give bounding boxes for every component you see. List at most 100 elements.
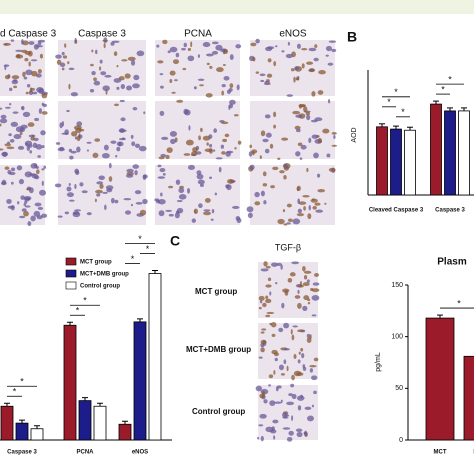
cell — [303, 206, 306, 211]
cell — [25, 91, 29, 95]
cell — [306, 279, 310, 283]
cell — [254, 201, 261, 206]
cell — [206, 62, 210, 66]
cell — [28, 173, 37, 176]
cell — [113, 51, 118, 57]
cell — [317, 90, 324, 95]
cell — [277, 218, 285, 225]
cell — [93, 80, 101, 86]
cell — [221, 121, 229, 125]
x-tick-label: Caspase 3 — [435, 208, 465, 214]
cell — [268, 374, 274, 379]
cell — [308, 137, 312, 144]
x-tick-label: PCNA — [76, 450, 94, 456]
cell — [326, 153, 331, 158]
cell — [269, 143, 274, 149]
cell — [160, 85, 164, 89]
cell — [313, 152, 319, 159]
cell — [193, 86, 197, 90]
cell — [4, 166, 10, 170]
cell — [96, 181, 104, 185]
cell — [24, 171, 33, 178]
cell — [125, 174, 134, 178]
sig-label: * — [401, 107, 405, 117]
cell — [37, 39, 46, 43]
cell — [121, 59, 128, 62]
cell — [31, 70, 38, 77]
cell — [262, 138, 269, 143]
cell — [79, 182, 84, 187]
cell — [99, 59, 103, 64]
cell — [296, 431, 303, 438]
cell — [23, 203, 27, 206]
cell — [224, 133, 230, 138]
cell — [178, 194, 187, 200]
cell — [1, 179, 7, 185]
cell — [130, 203, 134, 207]
cell — [22, 111, 31, 118]
cell — [296, 43, 301, 49]
cell — [10, 167, 16, 172]
cell — [187, 55, 195, 62]
y-tick-label: 50 — [395, 385, 403, 392]
cell — [261, 328, 267, 331]
cell — [4, 143, 12, 147]
cell — [181, 47, 186, 51]
cell — [328, 167, 336, 172]
cell — [292, 325, 298, 328]
cell — [291, 415, 294, 421]
cell — [235, 44, 242, 49]
cell — [297, 198, 301, 204]
cell — [124, 210, 132, 215]
cell — [176, 99, 184, 103]
cell — [267, 58, 272, 63]
cell — [116, 86, 120, 90]
cell — [74, 184, 77, 189]
cell — [86, 141, 92, 144]
cell — [254, 191, 260, 198]
cell — [175, 52, 180, 58]
cell — [5, 106, 11, 109]
cell — [297, 302, 302, 309]
cell — [205, 93, 213, 98]
cell — [12, 111, 19, 114]
cell — [68, 83, 71, 90]
cell — [280, 264, 283, 270]
cell — [264, 148, 270, 154]
sig-label: * — [387, 97, 391, 107]
cell — [265, 46, 273, 52]
cell — [260, 435, 264, 442]
cell — [302, 282, 310, 287]
cell — [110, 41, 115, 46]
cell — [311, 404, 315, 408]
cell — [182, 67, 187, 71]
cell — [32, 91, 38, 95]
bar — [133, 321, 147, 441]
cell — [184, 109, 191, 116]
legend-label: MCT+DMB group — [80, 272, 129, 278]
cell — [272, 419, 279, 424]
cell — [110, 140, 117, 144]
cell — [91, 49, 94, 53]
cell — [57, 215, 63, 218]
column-label: PCNA — [184, 29, 212, 40]
cell — [68, 148, 73, 153]
cell — [312, 282, 320, 286]
bar — [430, 103, 442, 196]
cell — [265, 426, 274, 433]
cell — [110, 197, 115, 204]
cell — [266, 73, 273, 78]
cell — [295, 128, 301, 133]
cell — [271, 262, 278, 267]
cell — [317, 137, 322, 144]
cell — [30, 215, 36, 222]
cell — [305, 111, 311, 116]
cell — [249, 164, 255, 170]
cell — [33, 210, 41, 217]
micrograph — [250, 40, 335, 96]
cell — [199, 183, 204, 187]
cell — [273, 401, 282, 404]
cell — [8, 171, 16, 176]
cell — [286, 203, 292, 208]
cell — [178, 187, 185, 193]
